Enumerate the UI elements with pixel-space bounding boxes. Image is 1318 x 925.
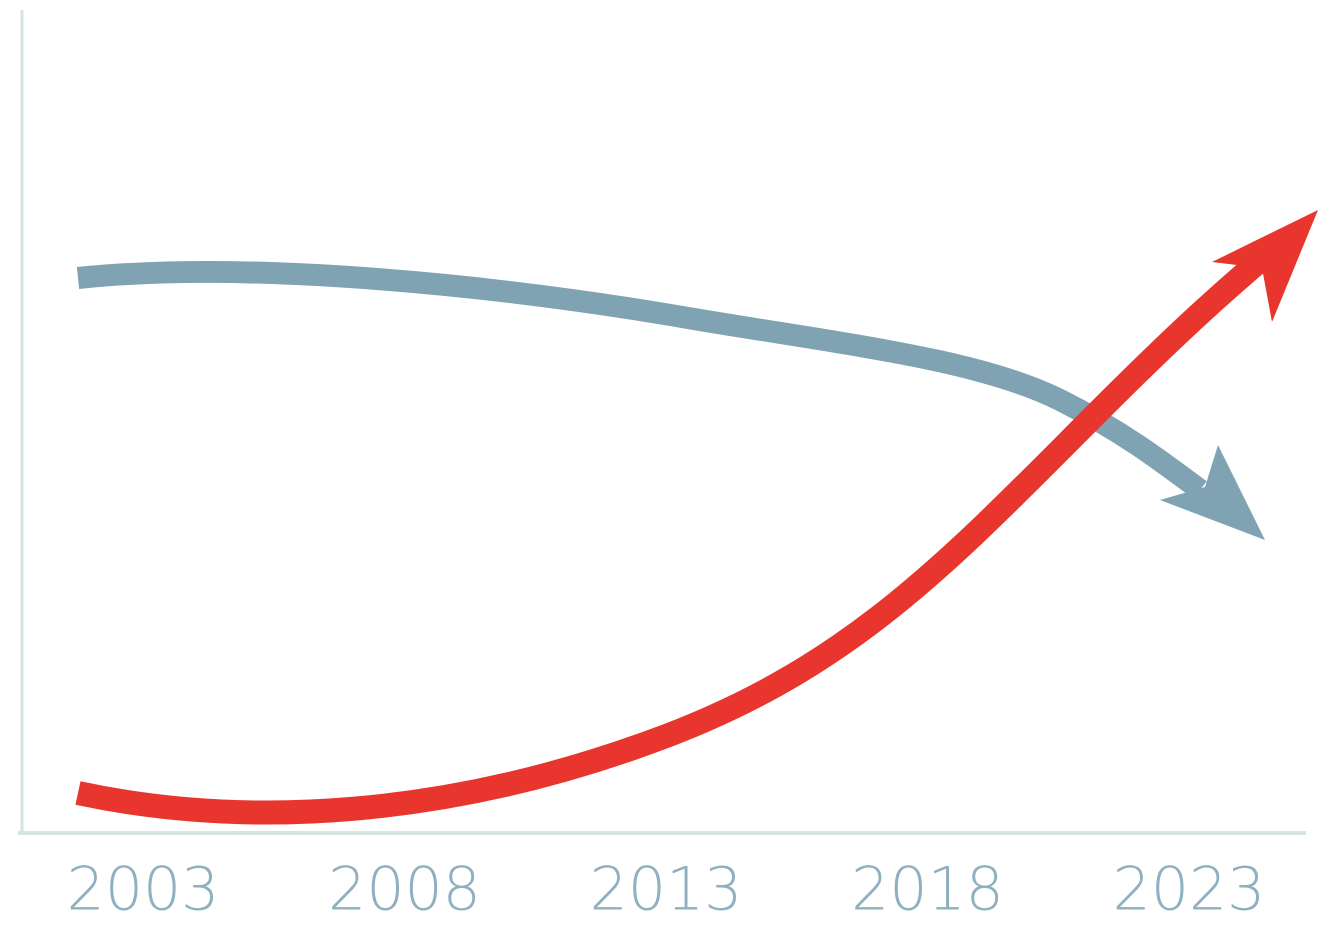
declining-arrow [76, 261, 1265, 540]
declining-curve [76, 261, 1207, 499]
rising-arrowhead [1212, 210, 1318, 322]
x-tick-label: 2023 [1113, 855, 1266, 925]
rising-curve [75, 242, 1278, 825]
x-tick-label: 2008 [328, 855, 481, 925]
rising-arrow [75, 210, 1318, 825]
x-tick-label: 2018 [851, 855, 1004, 925]
x-tick-label: 2013 [590, 855, 743, 925]
x-tick-label: 2003 [67, 855, 220, 925]
declining-arrowhead [1160, 445, 1265, 540]
